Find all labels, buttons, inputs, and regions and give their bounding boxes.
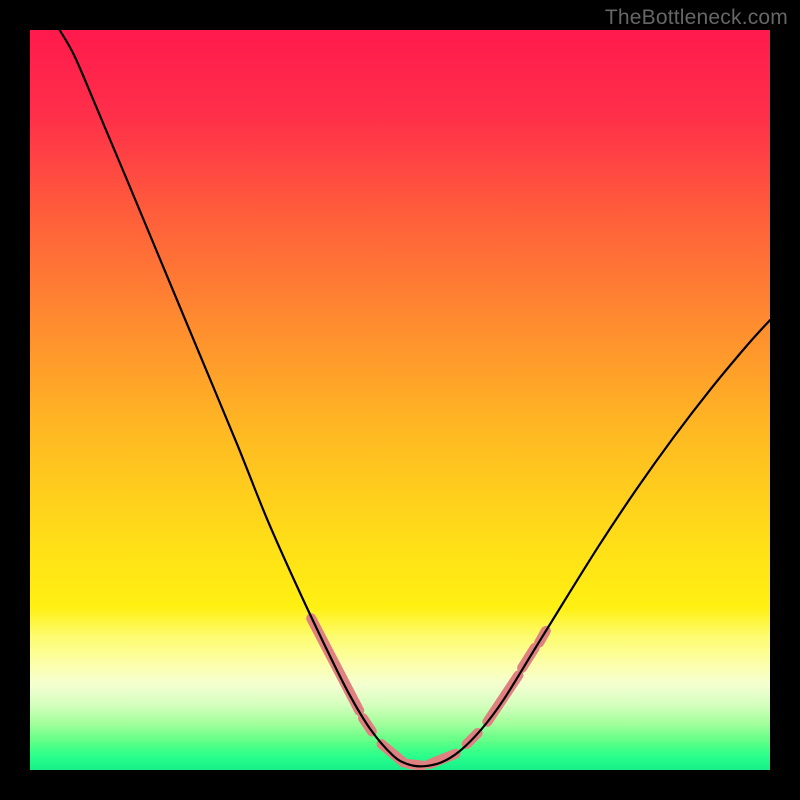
bottleneck-curve (60, 30, 770, 766)
curve-layer (30, 30, 770, 770)
watermark-text: TheBottleneck.com (605, 6, 788, 30)
plot-area (30, 30, 770, 770)
chart-root: TheBottleneck.com (0, 0, 800, 800)
